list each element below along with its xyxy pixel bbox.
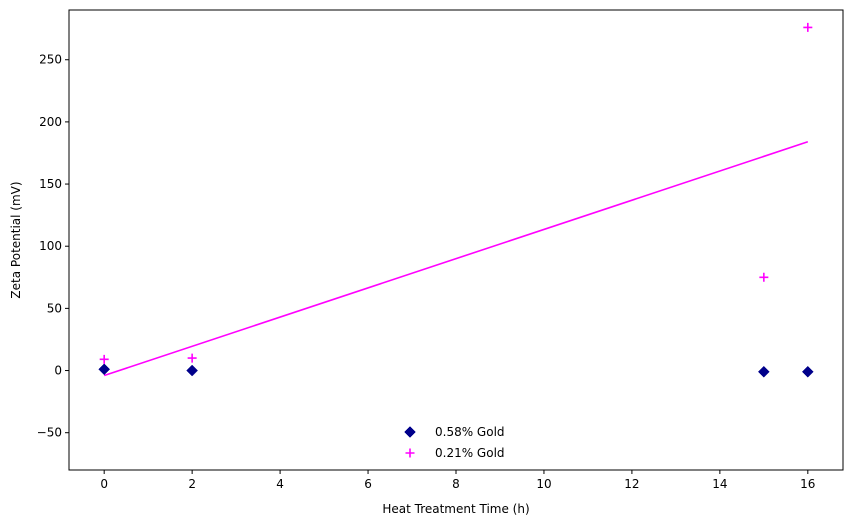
y-tick-label: 100 [39, 239, 62, 253]
legend: 0.58% Gold 0.21% Gold [404, 425, 505, 460]
y-tick-label: 0 [54, 364, 62, 378]
legend-label: 0.58% Gold [435, 425, 505, 439]
y-tick-label: 200 [39, 115, 62, 129]
data-point-diamond [186, 364, 198, 377]
x-tick-label: 10 [536, 477, 551, 491]
legend-label: 0.21% Gold [435, 446, 505, 460]
data-point-diamond [757, 365, 770, 378]
y-tick-label: 150 [39, 177, 62, 191]
x-tick-label: 2 [188, 477, 196, 491]
x-tick-label: 6 [364, 477, 372, 491]
data-point-plus [187, 353, 197, 363]
legend-marker [404, 426, 416, 438]
plot-area [98, 22, 814, 378]
data-point-plus [99, 354, 109, 364]
axes: 0 2 4 6 8 10 12 14 16 −50 0 50 100 150 200 250 [37, 9, 844, 491]
trend-line [103, 141, 809, 377]
x-tick-label: 12 [624, 477, 639, 491]
legend-marker [405, 448, 415, 458]
x-tick-label: 0 [100, 477, 108, 491]
y-tick-label: 250 [39, 53, 62, 67]
data-point-plus [803, 22, 813, 32]
plot-frame [68, 9, 844, 471]
x-tick-label: 16 [800, 477, 815, 491]
x-tick-label: 14 [712, 477, 727, 491]
x-tick-label: 4 [276, 477, 284, 491]
data-point-diamond [98, 363, 111, 376]
data-point-plus [759, 272, 769, 282]
x-tick-label: 8 [452, 477, 460, 491]
y-axis-label: Zeta Potential (mV) [9, 181, 23, 298]
data-point-diamond [801, 365, 814, 378]
y-tick-label: −50 [37, 426, 62, 440]
x-axis-label: Heat Treatment Time (h) [382, 502, 529, 516]
y-tick-label: 50 [47, 301, 62, 315]
